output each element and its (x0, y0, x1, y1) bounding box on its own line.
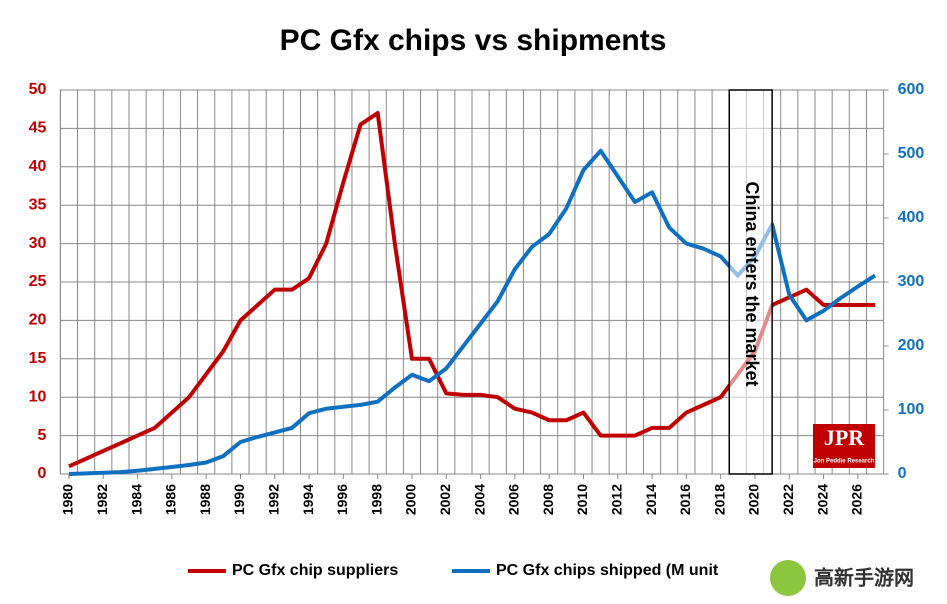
plot-border (59, 89, 885, 475)
x-tick-label: 1996 (334, 484, 350, 515)
x-tick-label: 1980 (60, 484, 76, 515)
x-tick-label: 1988 (197, 484, 213, 515)
y2-tick-label: 0 (898, 465, 907, 482)
watermark-icon (770, 560, 806, 596)
x-tick-label: 2016 (677, 484, 693, 515)
y2-tick-label: 500 (898, 145, 925, 162)
y-tick-label: 10 (29, 388, 47, 405)
x-tick-label: 1994 (300, 484, 316, 515)
x-tick-label: 2006 (506, 484, 522, 515)
x-tick-label: 1984 (128, 484, 144, 515)
x-tick-label: 2000 (403, 484, 419, 515)
annotation-text: China enters the market (742, 181, 762, 386)
x-tick-label: 2010 (574, 484, 590, 515)
y2-tick-label: 300 (898, 273, 925, 290)
y-tick-label: 45 (29, 120, 47, 137)
logo-subtext: Jon Peddie Research (814, 459, 875, 465)
y-tick-label: 30 (29, 235, 47, 252)
y-tick-label: 0 (37, 465, 46, 482)
x-tick-label: 1986 (163, 484, 179, 515)
y-tick-label: 20 (29, 312, 47, 329)
y2-tick-label: 100 (898, 401, 925, 418)
x-tick-label: 2026 (849, 484, 865, 515)
y2-tick-label: 200 (898, 337, 925, 354)
y-tick-label: 25 (29, 273, 47, 290)
x-tick-label: 1998 (368, 484, 384, 515)
watermark: 高新手游网 (814, 565, 914, 589)
y-tick-label: 15 (29, 350, 47, 367)
x-tick-label: 2008 (540, 484, 556, 515)
chart-title: PC Gfx chips vs shipments (280, 24, 667, 57)
y2-tick-label: 400 (898, 209, 925, 226)
x-tick-label: 2022 (780, 484, 796, 515)
x-tick-label: 2012 (608, 484, 624, 515)
y-tick-label: 40 (29, 158, 47, 175)
x-tick-label: 2002 (437, 484, 453, 515)
x-tick-label: 1992 (265, 484, 281, 515)
annotation-box (728, 89, 773, 475)
logo-box (813, 424, 875, 468)
x-tick-label: 2014 (643, 484, 659, 515)
x-tick-label: 2018 (711, 484, 727, 515)
legend-label: PC Gfx chips shipped (M unit (496, 562, 719, 579)
y2-tick-label: 600 (898, 81, 925, 98)
logo-text: JPR (824, 425, 865, 450)
y-tick-label: 5 (37, 427, 46, 444)
x-tick-label: 2004 (471, 484, 487, 515)
x-tick-label: 1982 (94, 484, 110, 515)
x-tick-label: 2020 (746, 484, 762, 515)
x-tick-label: 2024 (814, 484, 830, 515)
y-tick-label: 35 (29, 196, 47, 213)
legend-label: PC Gfx chip suppliers (232, 562, 398, 579)
y-tick-label: 50 (29, 81, 47, 98)
x-tick-label: 1990 (231, 484, 247, 515)
